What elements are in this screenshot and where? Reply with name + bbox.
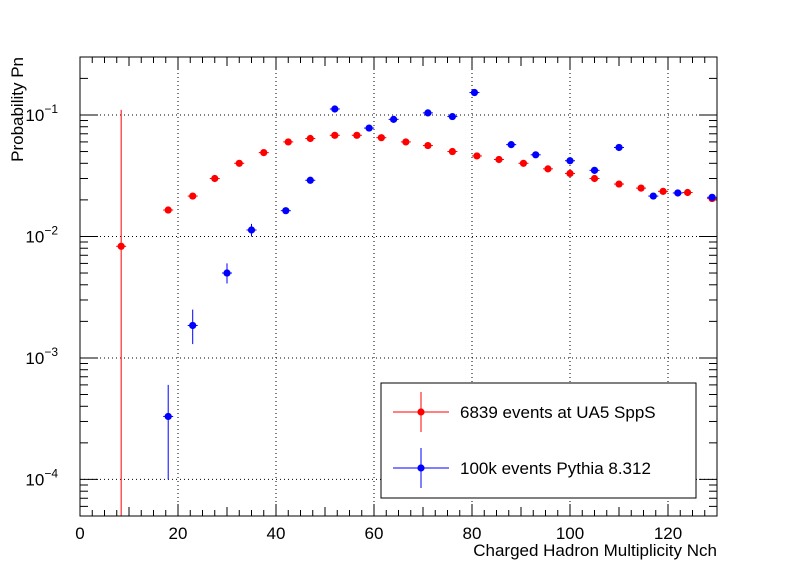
data-series [116,88,718,516]
data-point [566,157,574,165]
series-1 [163,88,718,480]
legend-label-ua5: 6839 events at UA5 SppS [460,403,656,422]
data-point [615,143,623,152]
data-point [377,134,385,142]
x-tick-label: 100 [556,524,584,543]
y-tick-label: 10−4 [25,466,58,489]
legend-marker-pythia [417,464,425,472]
legend: 6839 events at UA5 SppS 100k events Pyth… [380,382,697,499]
legend-box [380,382,697,499]
data-point [684,188,692,197]
data-point [566,169,574,178]
data-point [615,180,623,188]
data-point [331,131,339,139]
legend-entry-pythia: 100k events Pythia 8.312 [393,448,651,488]
data-point [649,192,657,200]
grid-lines [80,57,717,516]
data-point [117,242,125,250]
data-point [448,112,456,121]
data-point [544,165,552,173]
data-point [637,184,645,192]
data-point [247,226,256,234]
data-point [306,176,314,184]
data-point [507,141,515,149]
x-tick-label: 60 [365,524,384,543]
data-point [164,206,172,214]
data-point [402,138,410,146]
data-point [331,105,339,113]
data-point [235,159,243,167]
legend-label-pythia: 100k events Pythia 8.312 [460,459,651,478]
y-axis-label: Probability Pn [8,57,27,162]
data-point [390,115,398,123]
x-tick-label: 20 [169,524,188,543]
y-tick-label: 10−2 [25,223,58,246]
plot-frame [79,56,718,517]
data-point [495,155,503,164]
axis-ticks [79,57,718,517]
data-point [424,109,432,117]
x-axis-label: Charged Hadron Multiplicity Nch [473,541,717,560]
data-point [211,174,219,183]
legend-marker-ua5 [417,408,425,416]
data-point [353,131,361,139]
data-point [223,269,231,277]
data-point [473,152,481,160]
data-point [164,412,172,421]
data-point [590,174,599,183]
data-point [590,166,599,174]
data-point [674,189,682,197]
data-point [708,193,716,201]
data-point [189,321,197,330]
x-tick-label: 120 [654,524,682,543]
data-point [260,149,268,157]
data-point [284,138,292,146]
x-tick-label: 0 [75,524,84,543]
x-tick-labels: 0 20 40 60 80 100 120 [75,524,682,543]
data-point [659,187,667,195]
data-point [365,124,373,132]
data-point [448,147,456,156]
data-point [282,207,290,215]
y-tick-label: 10−3 [25,345,58,368]
data-point [470,88,479,97]
y-tick-labels: 10−4 10−3 10−2 10−1 [25,102,58,489]
x-tick-label: 80 [463,524,482,543]
data-point [532,151,540,159]
y-tick-label: 10−1 [25,102,58,125]
data-point [424,141,432,150]
data-point [519,159,528,167]
legend-entry-ua5: 6839 events at UA5 SppS [393,392,656,432]
data-point [306,134,314,143]
data-point [189,192,197,200]
x-tick-label: 40 [267,524,286,543]
